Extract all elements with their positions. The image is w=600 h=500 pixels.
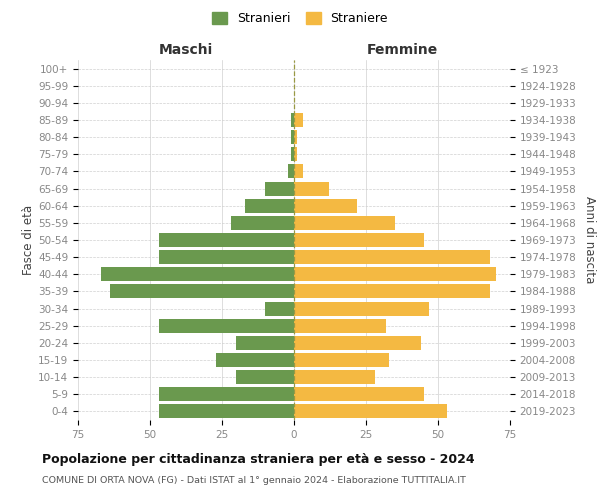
Bar — [245, 198, 294, 212]
Bar — [294, 216, 395, 230]
Text: COMUNE DI ORTA NOVA (FG) - Dati ISTAT al 1° gennaio 2024 - Elaborazione TUTTITAL: COMUNE DI ORTA NOVA (FG) - Dati ISTAT al… — [42, 476, 466, 485]
Bar — [294, 318, 386, 332]
Bar — [158, 233, 294, 247]
Text: Maschi: Maschi — [159, 42, 213, 56]
Text: Popolazione per cittadinanza straniera per età e sesso - 2024: Popolazione per cittadinanza straniera p… — [42, 452, 475, 466]
Bar — [294, 250, 490, 264]
Legend: Stranieri, Straniere: Stranieri, Straniere — [207, 7, 393, 30]
Bar — [294, 336, 421, 350]
Bar — [291, 113, 294, 127]
Bar — [265, 182, 294, 196]
Bar — [236, 336, 294, 350]
Bar — [294, 233, 424, 247]
Bar — [294, 353, 389, 367]
Bar — [294, 164, 302, 178]
Bar — [294, 284, 490, 298]
Bar — [158, 388, 294, 402]
Bar — [294, 182, 329, 196]
Text: Femmine: Femmine — [367, 42, 437, 56]
Bar — [158, 318, 294, 332]
Bar — [158, 404, 294, 418]
Bar — [294, 268, 496, 281]
Y-axis label: Anni di nascita: Anni di nascita — [583, 196, 596, 284]
Bar — [265, 302, 294, 316]
Bar — [294, 113, 302, 127]
Bar — [110, 284, 294, 298]
Bar — [230, 216, 294, 230]
Y-axis label: Fasce di età: Fasce di età — [22, 205, 35, 275]
Bar — [294, 404, 446, 418]
Bar — [294, 148, 297, 162]
Bar — [294, 388, 424, 402]
Bar — [291, 148, 294, 162]
Bar — [158, 250, 294, 264]
Bar — [291, 130, 294, 144]
Bar — [288, 164, 294, 178]
Bar — [101, 268, 294, 281]
Bar — [294, 370, 374, 384]
Bar — [294, 302, 430, 316]
Bar — [294, 130, 297, 144]
Bar — [216, 353, 294, 367]
Bar — [294, 198, 358, 212]
Bar — [236, 370, 294, 384]
